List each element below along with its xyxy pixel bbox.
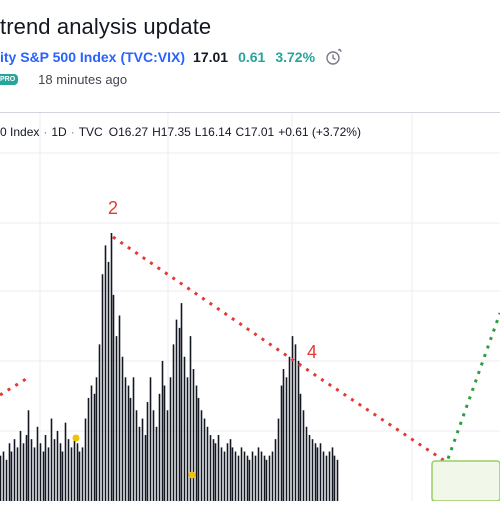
symbol-change: 0.61 bbox=[238, 49, 266, 65]
chart-legend: 0 Index · 1D · TVC O 16.27 H 17.35 L 16.14 … bbox=[0, 125, 361, 139]
wave-label-4: 4 bbox=[307, 342, 318, 362]
market-closed-clock-icon[interactable] bbox=[325, 48, 343, 66]
marker-dot bbox=[72, 434, 80, 442]
published-time: 18 minutes ago bbox=[38, 71, 128, 87]
legend-close-key: C bbox=[235, 125, 245, 139]
legend-high-key: H bbox=[152, 125, 161, 139]
symbol-ticker-link[interactable]: (TVC:VIX) bbox=[120, 49, 186, 65]
trend-line-green bbox=[431, 312, 500, 502]
legend-close: 17.01 bbox=[244, 125, 275, 139]
author-meta-row: PRO 18 minutes ago bbox=[0, 70, 127, 88]
price-candles bbox=[0, 233, 339, 501]
chart-grid bbox=[0, 113, 500, 501]
price-chart[interactable] bbox=[0, 113, 500, 502]
symbol-info-row: ity S&P 500 Index (TVC:VIX) 17.01 0.61 3… bbox=[0, 47, 343, 67]
pro-badge: PRO bbox=[0, 73, 19, 85]
legend-symbol-name: 0 Index bbox=[0, 125, 40, 139]
legend-high: 17.35 bbox=[160, 125, 191, 139]
legend-interval[interactable]: 1D bbox=[51, 125, 67, 139]
symbol-change-percent: 3.72% bbox=[275, 49, 316, 65]
chart-area[interactable] bbox=[0, 112, 500, 502]
legend-low: 16.14 bbox=[201, 125, 232, 139]
symbol-price: 17.01 bbox=[193, 49, 229, 65]
wave-label-2: 2 bbox=[108, 198, 119, 218]
target-box bbox=[431, 460, 500, 502]
marker-dot bbox=[188, 471, 196, 479]
wave-line-left bbox=[0, 377, 27, 397]
legend-open-key: O bbox=[108, 125, 119, 139]
wave-line-2-4 bbox=[112, 235, 479, 485]
idea-title: trend analysis update bbox=[0, 14, 212, 39]
legend-open: 16.27 bbox=[118, 125, 149, 139]
symbol-name-link[interactable]: ity S&P 500 Index bbox=[0, 49, 117, 65]
legend-low-key: L bbox=[194, 125, 202, 139]
legend-source: TVC bbox=[78, 125, 103, 139]
legend-change: +0.61 (+3.72%) bbox=[278, 125, 361, 139]
